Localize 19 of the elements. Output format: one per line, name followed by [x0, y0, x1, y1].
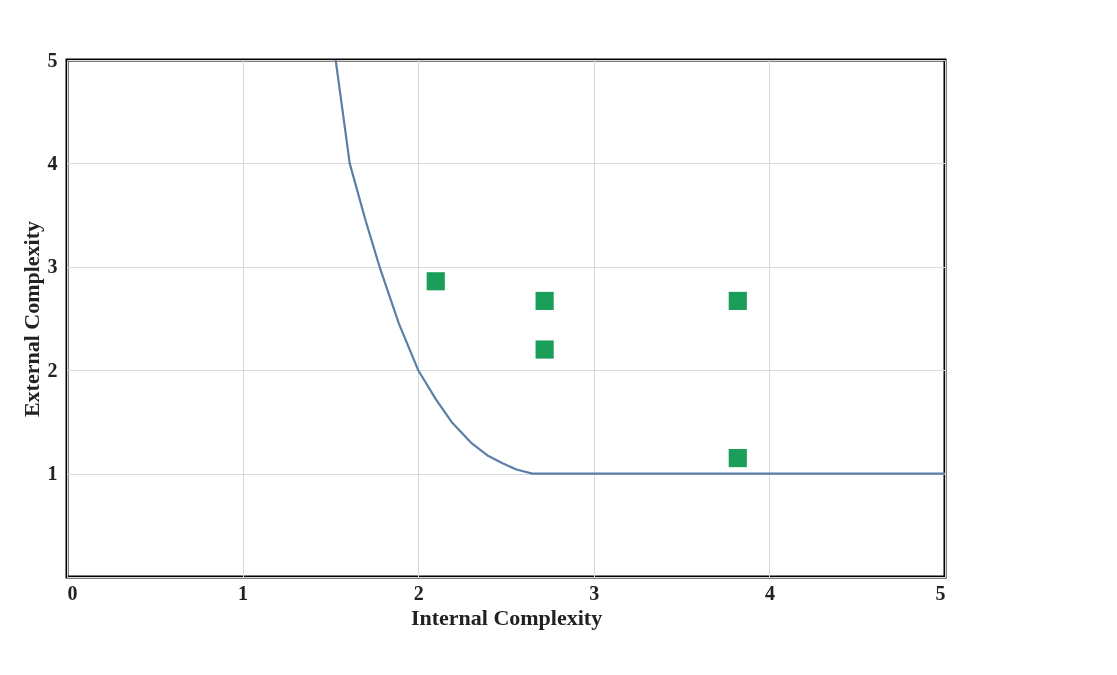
point: [535, 291, 554, 310]
y-tick-label: 4: [47, 151, 58, 174]
x-tick-label: 3: [589, 581, 600, 604]
point: [728, 449, 747, 468]
y-tick-label: 5: [47, 48, 58, 71]
x-axis-title: Internal Complexity: [410, 604, 603, 630]
x-tick-label: 1: [238, 581, 249, 604]
y-tick-label: 2: [47, 358, 58, 381]
x-tick-label: 5: [935, 581, 946, 604]
y-tick-label: 3: [47, 255, 58, 278]
x-tick-label: 2: [413, 581, 424, 604]
y-axis-title: External Complexity: [18, 220, 44, 418]
point: [426, 272, 445, 291]
x-tick-label: 4: [764, 581, 775, 604]
line-series: [334, 60, 945, 475]
point: [535, 340, 554, 359]
point: [728, 291, 747, 310]
y-tick-label: 1: [47, 462, 58, 485]
x-tick-label: 0: [67, 581, 78, 604]
